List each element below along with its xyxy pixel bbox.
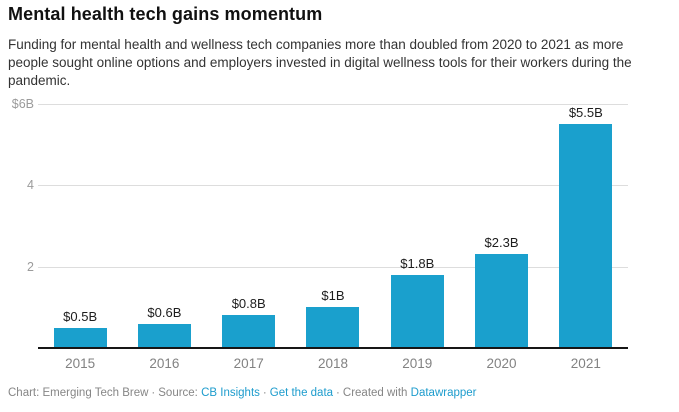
x-axis-tick-label: 2015 bbox=[65, 356, 96, 371]
bar-value-label: $5.5B bbox=[568, 105, 603, 121]
gridline bbox=[38, 185, 628, 187]
x-axis-tick-label: 2016 bbox=[149, 356, 180, 371]
bar bbox=[559, 124, 613, 348]
bar bbox=[222, 315, 276, 348]
get-the-data-link[interactable]: Get the data bbox=[269, 387, 334, 399]
bar-value-label: $2.3B bbox=[484, 235, 519, 251]
bar-value-label: $0.8B bbox=[231, 296, 266, 312]
y-axis-tick-label: 2 bbox=[27, 259, 34, 274]
bar bbox=[53, 327, 107, 348]
bar-group: $0.5B bbox=[38, 104, 122, 348]
bar-group: $2.3B bbox=[459, 104, 543, 348]
bar bbox=[390, 274, 444, 348]
y-axis-tick-label: $6B bbox=[11, 97, 34, 111]
x-axis-tick-label: 2019 bbox=[402, 356, 433, 371]
plot-area: $0.5B $0.6B $0.8B $1B $1.8B $2.3B $5.5B bbox=[38, 104, 628, 348]
bar-group: $0.6B bbox=[122, 104, 206, 348]
bar bbox=[475, 254, 529, 348]
bar bbox=[306, 307, 360, 348]
attribution-footer: Chart: Emerging Tech Brew · Source: CB Ins… bbox=[8, 387, 477, 399]
chart-title: Mental health tech gains momentum bbox=[8, 4, 323, 24]
gridline bbox=[38, 104, 628, 105]
footer-separator: · bbox=[151, 387, 156, 399]
bar-group: $0.8B bbox=[207, 104, 291, 348]
bar-value-label: $0.5B bbox=[63, 308, 98, 324]
x-axis-labels: 2015 2016 2017 2018 2019 2020 2021 bbox=[38, 356, 628, 371]
chart-subtitle: Funding for mental health and wellness t… bbox=[8, 37, 632, 88]
bar-chart: $6B 4 2 $0.5B $0.6B $0.8B $1B $1.8B $2.3B $5.5B … bbox=[8, 97, 628, 380]
footer-separator: · bbox=[336, 387, 340, 399]
created-with-label: Created with bbox=[342, 387, 408, 399]
bar bbox=[137, 323, 191, 348]
gridline bbox=[38, 266, 628, 268]
bar-value-label: $1.8B bbox=[400, 255, 435, 271]
footer-separator: · bbox=[262, 387, 267, 399]
bar-group: $1B bbox=[291, 104, 375, 348]
x-axis-baseline bbox=[38, 347, 628, 349]
source-link[interactable]: CB Insights bbox=[201, 387, 260, 399]
bar-value-label: $0.6B bbox=[147, 304, 182, 320]
chart-credit: Chart: Emerging Tech Brew bbox=[8, 387, 149, 399]
x-axis-tick-label: 2021 bbox=[570, 356, 601, 371]
bar-group: $5.5B bbox=[544, 104, 628, 348]
y-axis-tick-label: 4 bbox=[27, 178, 34, 193]
bar-group: $1.8B bbox=[375, 104, 459, 348]
x-axis-tick-label: 2018 bbox=[317, 356, 348, 371]
source-label: Source: bbox=[158, 387, 198, 399]
bar-value-label: $1B bbox=[321, 288, 345, 304]
datawrapper-link[interactable]: Datawrapper bbox=[410, 387, 477, 399]
x-axis-tick-label: 2017 bbox=[233, 356, 264, 371]
x-axis-tick-label: 2020 bbox=[486, 356, 517, 371]
